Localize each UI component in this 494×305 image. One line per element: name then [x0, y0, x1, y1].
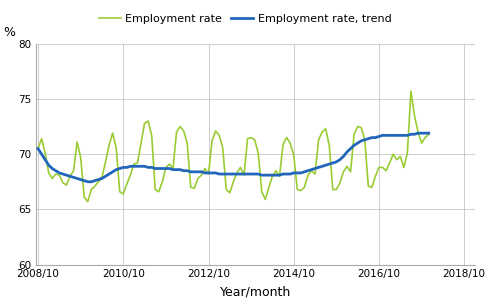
Employment rate, trend	[266, 173, 272, 177]
Employment rate	[184, 141, 190, 145]
Employment rate, trend	[138, 164, 144, 168]
Employment rate	[220, 146, 226, 149]
Employment rate	[426, 132, 432, 136]
Employment rate, trend	[418, 131, 424, 135]
Employment rate	[266, 185, 272, 189]
Legend: Employment rate, Employment rate, trend: Employment rate, Employment rate, trend	[94, 9, 396, 28]
Employment rate, trend	[127, 164, 133, 168]
X-axis label: Year/month: Year/month	[220, 285, 291, 298]
Employment rate, trend	[220, 172, 226, 176]
Employment rate, trend	[85, 180, 91, 184]
Employment rate, trend	[35, 147, 41, 150]
Line: Employment rate, trend: Employment rate, trend	[38, 133, 429, 182]
Employment rate, trend	[184, 169, 190, 173]
Employment rate	[35, 147, 41, 150]
Employment rate	[138, 141, 144, 145]
Line: Employment rate: Employment rate	[38, 91, 429, 202]
Employment rate	[418, 141, 424, 145]
Employment rate, trend	[426, 131, 432, 135]
Employment rate, trend	[415, 131, 421, 135]
Y-axis label: %: %	[3, 26, 16, 39]
Employment rate	[408, 89, 414, 93]
Employment rate	[127, 173, 133, 177]
Employment rate	[85, 200, 91, 203]
